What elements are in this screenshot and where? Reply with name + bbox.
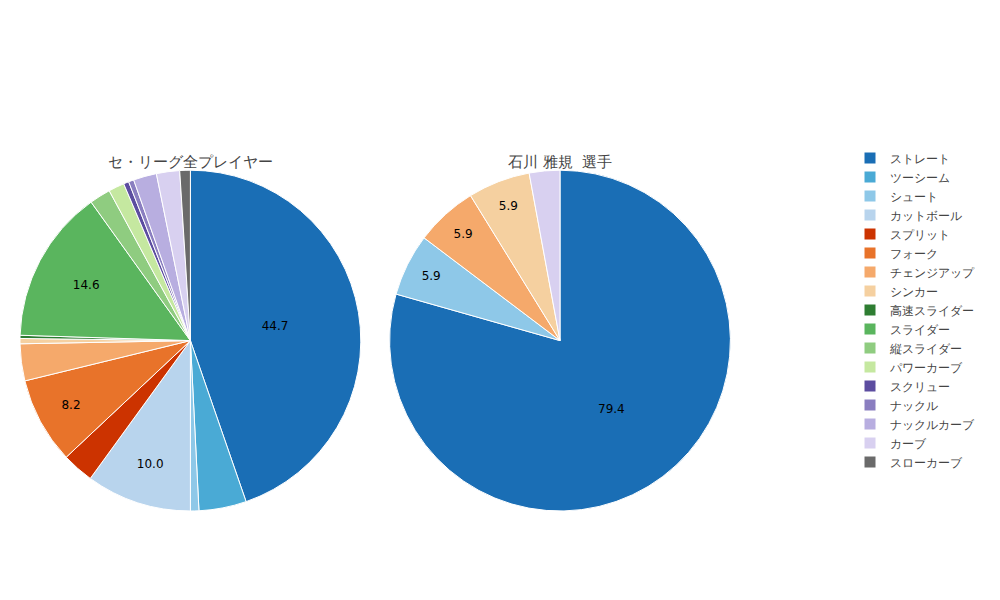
svg-text:パワーカーブ: パワーカーブ — [889, 361, 963, 375]
svg-text:カーブ: カーブ — [890, 437, 927, 451]
svg-text:5.9: 5.9 — [422, 269, 441, 283]
svg-text:5.9: 5.9 — [499, 199, 518, 213]
svg-text:ナックルカーブ: ナックルカーブ — [890, 418, 975, 432]
svg-text:フォーク: フォーク — [890, 247, 938, 261]
svg-text:ストレート: ストレート — [890, 152, 950, 166]
svg-text:5.9: 5.9 — [454, 227, 473, 241]
svg-text:チェンジアップ: チェンジアップ — [890, 266, 975, 280]
svg-text:スライダー: スライダー — [890, 323, 950, 337]
svg-text:シュート: シュート — [890, 190, 938, 204]
svg-text:ツーシーム: ツーシーム — [890, 171, 950, 185]
svg-text:スプリット: スプリット — [890, 228, 950, 242]
svg-text:シンカー: シンカー — [890, 285, 938, 299]
svg-text:14.6: 14.6 — [73, 278, 100, 292]
svg-text:ナックル: ナックル — [890, 399, 938, 413]
svg-text:44.7: 44.7 — [262, 319, 289, 333]
svg-text:セ・リーグ全プレイヤー: セ・リーグ全プレイヤー — [108, 153, 273, 171]
svg-text:8.2: 8.2 — [61, 398, 80, 412]
svg-text:カットボール: カットボール — [890, 209, 962, 223]
svg-text:縦スライダー: 縦スライダー — [889, 342, 962, 356]
svg-text:高速スライダー: 高速スライダー — [890, 304, 974, 318]
svg-text:スクリュー: スクリュー — [890, 380, 950, 394]
svg-text:石川 雅規 選手: 石川 雅規 選手 — [508, 153, 612, 171]
svg-text:79.4: 79.4 — [598, 402, 625, 416]
svg-text:スローカーブ: スローカーブ — [890, 456, 963, 470]
svg-text:10.0: 10.0 — [137, 457, 164, 471]
